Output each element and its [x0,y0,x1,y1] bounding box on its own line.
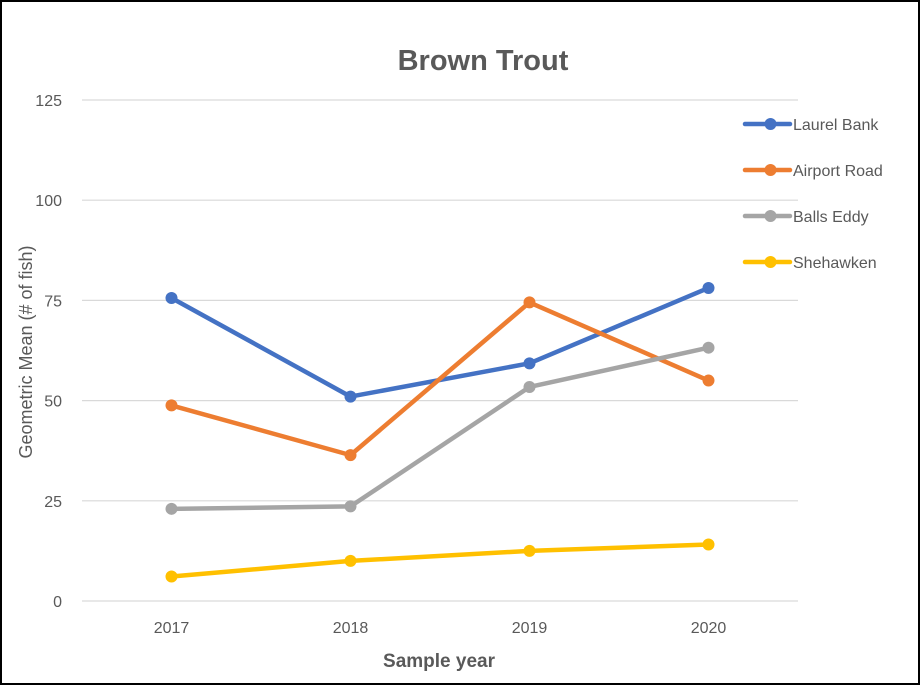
data-point [702,538,715,551]
gridlines [82,99,798,602]
legend-swatch-marker [764,210,777,222]
y-tick-label: 100 [35,193,62,210]
series-line [169,542,711,579]
legend-label: Shehawken [793,255,877,272]
data-point [344,390,357,403]
chart-title: Brown Trout [398,45,569,77]
x-tick-label: 2019 [512,620,548,637]
data-point [165,399,178,412]
series-lines [165,281,715,583]
x-axis-ticks: 2017 2018 2019 2020 [154,620,727,637]
y-tick-label: 125 [35,93,62,110]
data-point [344,449,357,462]
data-point [523,380,536,393]
data-point [523,357,536,370]
data-point [523,296,536,309]
data-point [702,374,715,387]
legend-label: Laurel Bank [793,117,879,134]
series-line [169,300,711,458]
x-tick-label: 2020 [691,620,727,637]
y-tick-label: 50 [44,394,62,411]
y-tick-label: 25 [44,494,62,511]
data-point [344,554,357,567]
legend: Laurel Bank Airport Road Balls Eddy Shehawk… [742,117,883,272]
y-tick-label: 0 [53,594,62,611]
y-tick-label: 75 [44,293,62,310]
legend-swatch-marker [764,118,777,130]
data-point [165,291,178,304]
data-point [702,341,715,354]
data-point [344,500,357,513]
data-point [165,570,178,583]
data-point [702,281,715,294]
legend-label: Airport Road [793,163,883,180]
y-axis-ticks: 0 25 50 75 100 125 [35,93,62,611]
y-axis-label: Geometric Mean (# of fish) [16,245,36,458]
x-axis-label: Sample year [383,651,496,672]
x-tick-label: 2018 [333,620,369,637]
legend-swatch-marker [764,256,777,268]
data-point [165,502,178,515]
x-tick-label: 2017 [154,620,190,637]
series-line [169,345,711,512]
legend-label: Balls Eddy [793,209,869,226]
legend-swatch-marker [764,164,777,176]
data-point [523,544,536,557]
